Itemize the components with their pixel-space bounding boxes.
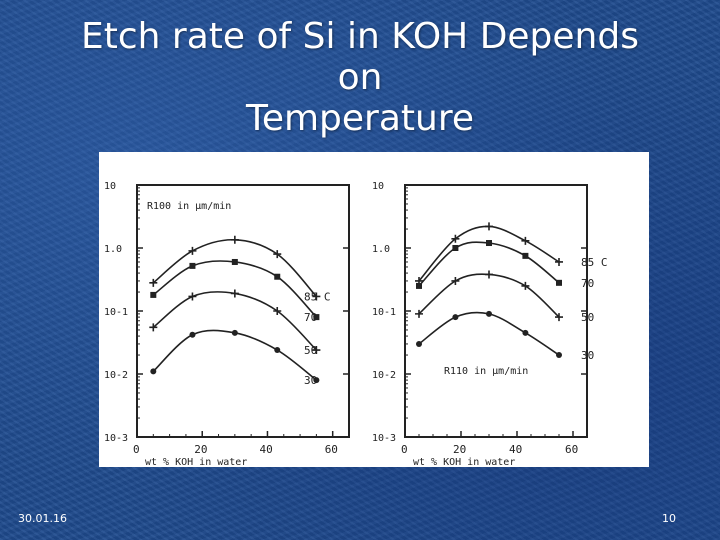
series-label: 85 C xyxy=(581,256,608,269)
series-label: 70 xyxy=(304,311,317,324)
page-number: 10 xyxy=(662,512,676,525)
y-tick-label: 10-2 xyxy=(372,370,396,381)
x-tick-label: 0 xyxy=(401,443,408,456)
chart-panel-1: 10 1.0 10-1 10-2 10-3 0 20 40 60 wt % KOH in wate… xyxy=(104,181,350,467)
x-tick-label: 40 xyxy=(509,443,522,456)
data-point xyxy=(149,278,158,287)
data-point xyxy=(312,292,321,301)
x-tick-label: 20 xyxy=(194,443,207,456)
x-tick-label: 20 xyxy=(453,443,466,456)
series-label: 30 xyxy=(581,349,594,362)
data-point xyxy=(521,281,530,290)
data-point xyxy=(522,329,529,336)
data-point xyxy=(274,273,281,280)
data-point xyxy=(150,368,157,375)
data-point xyxy=(451,234,460,243)
y-tick-label: 10-1 xyxy=(104,307,128,318)
data-point xyxy=(485,222,493,231)
x-axis-label: wt % KOH in water xyxy=(145,457,247,467)
data-point xyxy=(150,291,157,298)
y-tick-label: 1.0 xyxy=(104,244,122,255)
series-label: 85 C xyxy=(304,290,331,303)
plot-frame xyxy=(404,184,588,438)
plot-title: R110 in µm/min xyxy=(444,366,528,377)
series-label: 70 xyxy=(581,277,594,290)
x-tick-label: 60 xyxy=(565,443,578,456)
data-point xyxy=(231,329,238,336)
data-point xyxy=(486,240,492,247)
x-tick-label: 60 xyxy=(325,443,338,456)
series-label: 30 xyxy=(304,374,317,387)
data-point xyxy=(274,347,281,354)
etch-rate-figure: 10 1.0 10-1 10-2 10-3 0 20 40 60 wt % KOH in wate… xyxy=(99,152,649,467)
data-point xyxy=(230,235,239,244)
y-tick-label: 10-3 xyxy=(104,433,128,444)
title-line-1: Etch rate of Si in KOH Depends xyxy=(81,16,639,57)
title-line-3: Temperature xyxy=(245,98,475,139)
data-point xyxy=(451,276,460,285)
data-point xyxy=(189,262,196,269)
data-point xyxy=(273,307,282,315)
series-line-3 xyxy=(152,291,317,351)
y-tick-label: 10-1 xyxy=(372,307,396,318)
etch-rate-plots: 10 1.0 10-1 10-2 10-3 0 20 40 60 wt % KOH in wate… xyxy=(104,181,608,467)
chart-panel-2: 10 1.0 10-1 10-2 10-3 0 20 40 60 wt % KOH in wate… xyxy=(372,181,608,467)
data-point xyxy=(230,289,239,298)
data-point xyxy=(149,323,158,332)
x-tick-label: 40 xyxy=(259,443,272,456)
y-tick-label: 1.0 xyxy=(372,244,390,255)
data-point xyxy=(485,270,493,279)
y-tick-label: 10-2 xyxy=(104,370,128,381)
data-point xyxy=(313,377,320,384)
x-tick-label: 0 xyxy=(133,443,140,456)
y-tick-label: 10-3 xyxy=(372,433,396,444)
plot-title: R100 in µm/min xyxy=(147,201,231,212)
data-point xyxy=(452,314,459,321)
data-point xyxy=(556,279,562,286)
data-point xyxy=(416,340,422,347)
data-point xyxy=(188,246,197,255)
data-point xyxy=(522,252,529,259)
series-line-4 xyxy=(152,329,317,381)
data-point xyxy=(521,236,530,245)
data-point xyxy=(231,258,238,265)
data-point xyxy=(189,331,196,338)
data-point xyxy=(555,313,563,322)
data-point xyxy=(416,282,422,289)
series-line-1 xyxy=(152,238,317,298)
data-point xyxy=(556,352,562,359)
slide-title: Etch rate of Si in KOH Depends on Temper… xyxy=(0,16,720,139)
x-axis-label: wt % KOH in water xyxy=(413,457,515,467)
data-point xyxy=(486,310,492,317)
data-point xyxy=(273,250,282,259)
series-label: 50 xyxy=(304,344,317,357)
title-line-2: on xyxy=(337,57,383,98)
data-point xyxy=(555,257,563,266)
series-line-2 xyxy=(152,260,317,318)
data-point xyxy=(312,346,321,355)
footer-date: 30.01.16 xyxy=(18,512,67,525)
series-line-3 xyxy=(418,273,560,318)
data-point xyxy=(415,309,423,318)
data-point xyxy=(452,245,459,251)
data-point xyxy=(313,314,320,321)
series-line-4 xyxy=(418,311,560,356)
series-label: 50 xyxy=(581,311,594,324)
data-point xyxy=(188,292,197,301)
y-tick-label: 10 xyxy=(372,181,384,192)
y-tick-label: 10 xyxy=(104,181,116,192)
